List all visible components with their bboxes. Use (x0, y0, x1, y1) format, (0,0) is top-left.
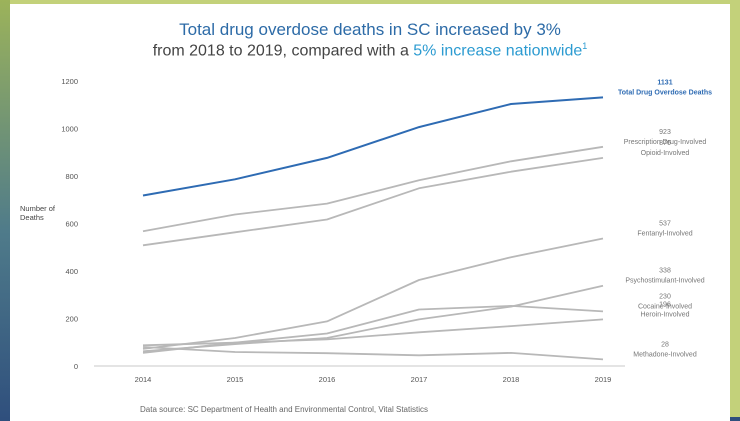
series-end-value: 537 (659, 220, 671, 227)
x-tick-label: 2018 (503, 375, 520, 384)
x-tick-label: 2017 (411, 375, 428, 384)
y-tick-label: 200 (65, 315, 78, 324)
x-tick-label: 2015 (227, 375, 244, 384)
series-end-name: Methadone-Involved (633, 351, 697, 358)
y-tick-label: 0 (74, 362, 78, 371)
subtitle-footnote: 1 (582, 41, 588, 51)
y-tick-label: 1000 (61, 125, 78, 134)
series-end-name: Total Drug Overdose Deaths (618, 89, 712, 96)
series-line (142, 318, 604, 347)
series-line (142, 96, 604, 197)
series-end-name: Opioid-Involved (641, 150, 690, 157)
y-tick-label: 800 (65, 172, 78, 181)
series-end-value: 1131 (657, 79, 672, 86)
chart-title: Total drug overdose deaths in SC increas… (179, 20, 561, 39)
y-tick-label: 400 (65, 267, 78, 276)
series-line (142, 237, 604, 350)
series-end-name: Psychostimulant-Involved (625, 278, 704, 285)
series-end-name: Cocaine-Involved (638, 303, 692, 310)
data-source-note: Data source: SC Department of Health and… (140, 405, 428, 414)
subtitle-prefix: from 2018 to 2019, compared with a (152, 42, 414, 60)
chart-subtitle: from 2018 to 2019, compared with a 5% in… (10, 41, 730, 60)
subtitle-highlight: 5% increase nationwide (413, 42, 583, 60)
left-border (0, 0, 10, 421)
series-line (142, 145, 604, 233)
series-end-value: 28 (661, 341, 669, 348)
y-tick-label: 1200 (61, 77, 78, 86)
chart-card: Total drug overdose deaths in SC increas… (10, 4, 730, 421)
series-end-name: Heroin-Involved (640, 311, 689, 318)
x-tick-label: 2019 (595, 375, 612, 384)
y-axis-title: Number of (20, 204, 56, 213)
series-line (142, 346, 604, 361)
x-tick-label: 2014 (135, 375, 152, 384)
series-end-value: 923 (659, 129, 671, 136)
x-tick-label: 2016 (319, 375, 336, 384)
series-line (142, 157, 604, 247)
y-tick-label: 600 (65, 220, 78, 229)
series-end-value: 230 (659, 293, 671, 300)
series-line (142, 304, 604, 354)
series-end-value: 876 (659, 140, 671, 147)
series-end-name: Fentanyl-Involved (637, 230, 692, 237)
y-axis-title: Deaths (20, 213, 44, 222)
series-end-name: Prescription Drug-Involved (624, 139, 707, 146)
series-end-value: 338 (659, 268, 671, 275)
series-end-value: 196 (659, 301, 671, 308)
